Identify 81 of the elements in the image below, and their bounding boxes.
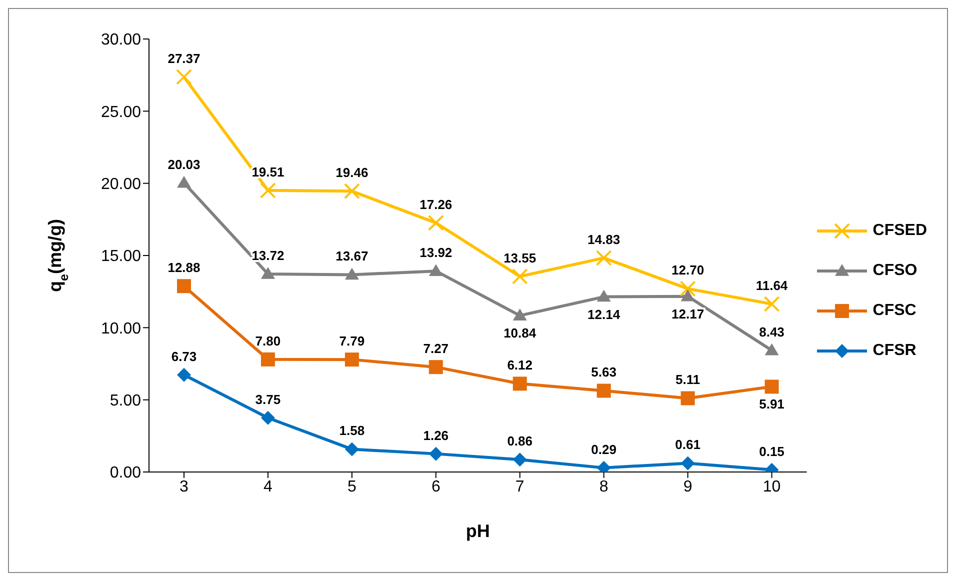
data-label: 19.46 xyxy=(336,165,368,180)
point xyxy=(764,380,779,394)
point xyxy=(428,360,443,374)
data-label: 5.91 xyxy=(759,396,784,412)
data-label: 13.67 xyxy=(336,248,368,264)
data-label: 5.63 xyxy=(591,364,616,380)
data-label: 3.75 xyxy=(255,392,281,407)
data-label: 14.83 xyxy=(588,232,620,247)
data-label: 13.55 xyxy=(504,250,536,266)
data-label: 13.92 xyxy=(420,245,452,260)
point xyxy=(344,183,360,200)
data-label: 8.43 xyxy=(759,324,784,340)
point xyxy=(512,452,527,467)
data-label: 12.14 xyxy=(588,306,621,322)
data-label: 1.58 xyxy=(339,423,365,438)
point xyxy=(260,182,276,198)
point xyxy=(177,368,191,382)
y-tick-label: 15.00 xyxy=(100,248,142,266)
y-tick-label: 20.00 xyxy=(100,176,142,194)
y-tick-label: 30.00 xyxy=(100,32,142,49)
data-label: 13.72 xyxy=(252,248,284,263)
data-label: 10.84 xyxy=(504,326,537,341)
data-label: 7.27 xyxy=(423,341,449,356)
data-label: 27.37 xyxy=(168,50,200,66)
x-tick-label: 9 xyxy=(683,478,692,496)
point xyxy=(344,268,359,280)
point xyxy=(344,442,359,456)
x-tick-label: 8 xyxy=(599,478,608,496)
y-tick-label: 10.00 xyxy=(100,320,142,338)
data-label: 17.26 xyxy=(420,196,452,212)
point xyxy=(596,290,611,302)
y-tick-label: 25.00 xyxy=(100,104,142,121)
legend-label: CFSED xyxy=(872,222,927,240)
point xyxy=(177,176,191,188)
data-label: 1.26 xyxy=(423,428,449,443)
x-tick-label: 10 xyxy=(762,478,781,496)
data-label: 12.17 xyxy=(672,306,704,322)
data-label: 6.12 xyxy=(507,358,533,373)
data-label: 20.03 xyxy=(168,156,200,172)
data-label: 7.79 xyxy=(339,334,365,349)
data-label: 5.11 xyxy=(676,372,700,388)
point xyxy=(344,352,359,367)
point xyxy=(680,289,695,302)
point xyxy=(428,214,444,231)
point xyxy=(680,456,695,470)
data-label: 0.61 xyxy=(675,437,700,452)
point xyxy=(596,250,612,266)
legend-label: CFSC xyxy=(872,302,916,320)
point xyxy=(512,308,527,320)
point xyxy=(680,280,696,297)
x-tick-label: 7 xyxy=(515,478,524,496)
point xyxy=(260,266,275,279)
legend-label: CFSO xyxy=(872,262,918,280)
data-label: 11.64 xyxy=(756,278,788,293)
point xyxy=(260,410,275,425)
y-tick-label: 5.00 xyxy=(110,392,142,410)
x-tick-label: 5 xyxy=(347,478,356,496)
x-axis-title: pH xyxy=(466,521,490,541)
point xyxy=(764,343,779,356)
point xyxy=(428,264,443,276)
point xyxy=(512,376,527,391)
x-tick-label: 6 xyxy=(431,478,440,496)
x-tick-label: 4 xyxy=(264,478,273,496)
point xyxy=(512,268,528,284)
data-label: 0.15 xyxy=(759,444,784,459)
data-label: 12.70 xyxy=(672,262,704,278)
data-label: 0.86 xyxy=(507,434,533,449)
legend-label: CFSR xyxy=(872,342,916,360)
data-label: 12.88 xyxy=(168,260,200,276)
x-tick-label: 3 xyxy=(180,478,189,496)
point xyxy=(764,296,780,312)
data-label: 0.29 xyxy=(591,442,616,457)
point xyxy=(177,279,191,294)
point xyxy=(680,391,695,406)
data-label: 6.73 xyxy=(171,348,197,364)
point xyxy=(428,446,443,461)
point xyxy=(260,352,275,366)
y-tick-label: 0.00 xyxy=(110,464,142,482)
data-label: 7.80 xyxy=(255,333,281,348)
point xyxy=(596,384,611,398)
point xyxy=(176,68,192,85)
